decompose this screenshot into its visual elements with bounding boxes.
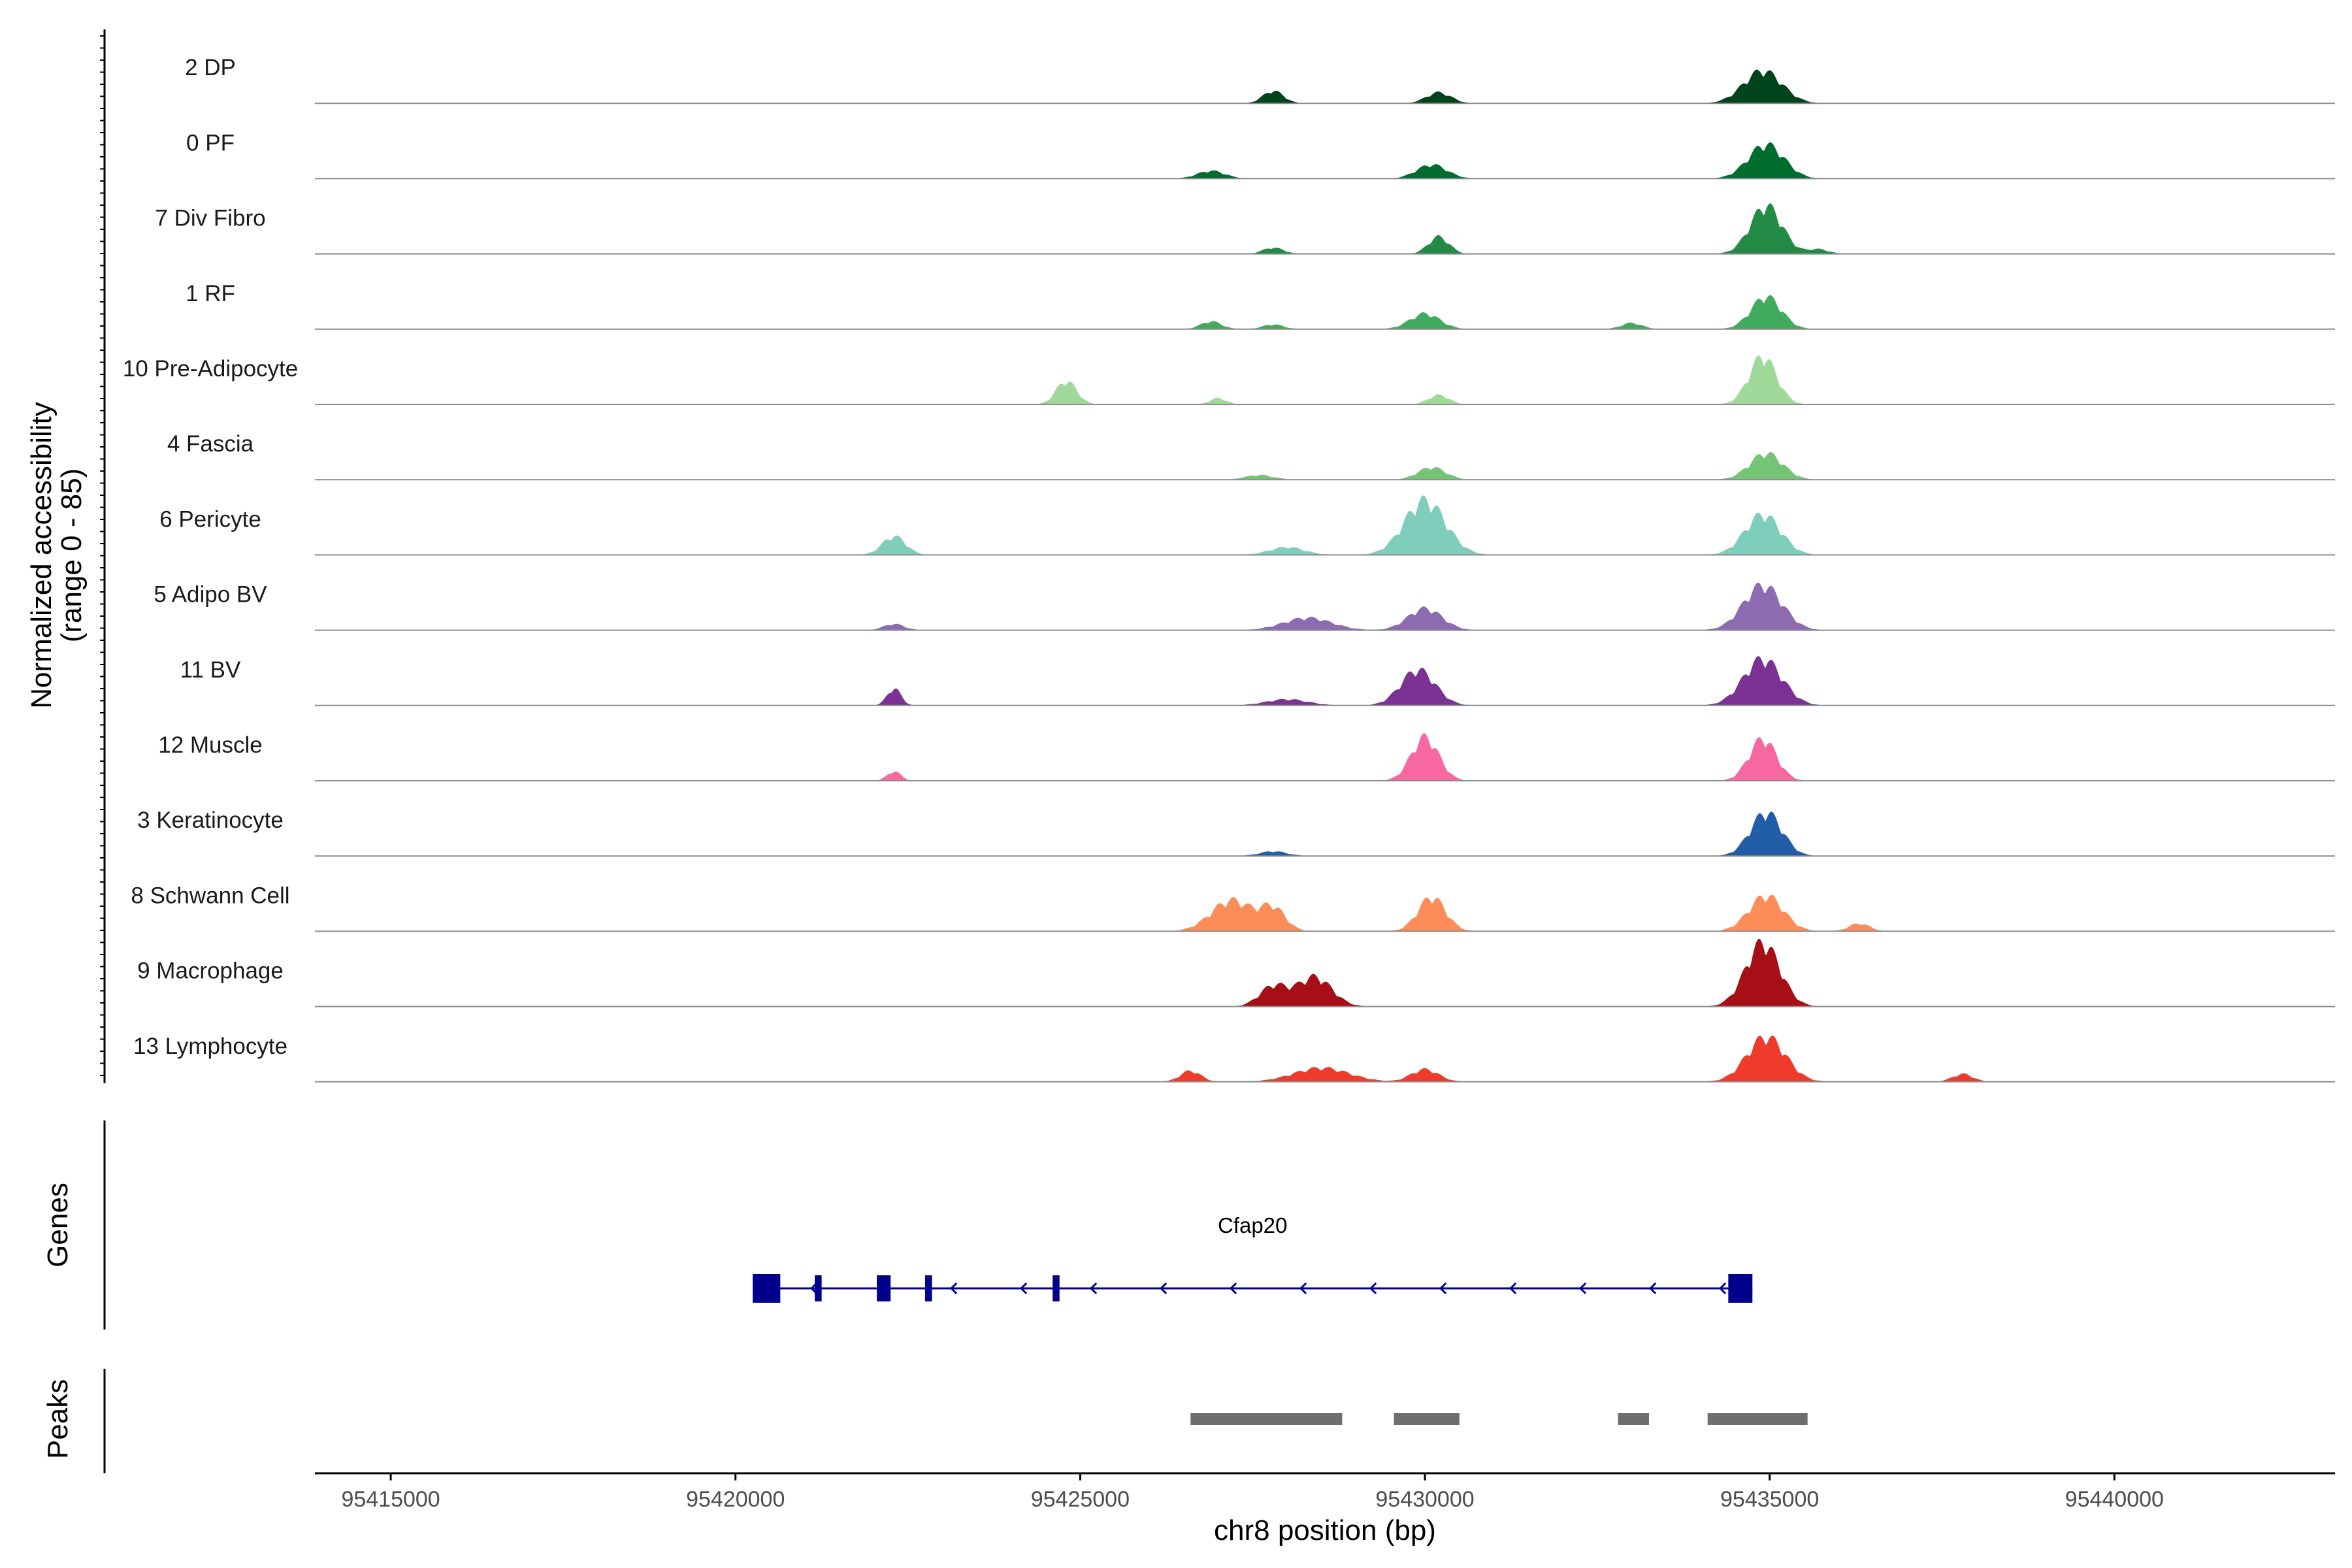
strand-arrow [1229,1282,1237,1295]
track-label: 0 PF [186,130,235,155]
genes-panel-label: Genes [42,1183,74,1267]
x-tick-label: 95430000 [1375,1487,1474,1512]
peak-region [1190,1413,1343,1425]
track: 8 Schwann Cell [131,883,2335,932]
track-label: 5 Adipo BV [154,582,267,608]
strand-arrow [1439,1282,1447,1295]
coverage-area [315,495,2335,555]
coverage-area [315,656,2335,706]
peak-region [1394,1413,1460,1425]
track-label: 1 RF [186,281,235,306]
coverage-area [315,582,2335,630]
track-label: 4 Fascia [167,431,254,457]
strand-arrow [1578,1282,1587,1295]
track-label: 13 Lymphocyte [133,1034,287,1059]
track: 5 Adipo BV [154,582,2335,631]
track: 0 PF [186,130,2335,180]
track-label: 2 DP [185,55,236,80]
x-tick-label: 95440000 [2065,1487,2164,1512]
track: 11 BV [180,656,2335,706]
x-tick-label: 95425000 [1031,1487,1130,1512]
x-axis-ticks: 95415000 95420000 95425000 95430000 95435000… [341,1473,2164,1512]
coverage-area [315,142,2335,179]
track-label: 8 Schwann Cell [131,883,289,908]
x-tick-label: 95415000 [341,1487,440,1512]
track: 6 Pericyte [159,495,2335,556]
coverage-area [315,203,2335,254]
track: 10 Pre-Adipocyte [123,355,2335,405]
x-tick-label: 95435000 [1720,1487,1819,1512]
track-label: 10 Pre-Adipocyte [123,356,298,382]
x-tick-label: 95420000 [686,1487,785,1512]
gene-exon [924,1275,932,1301]
strand-arrow [1509,1282,1517,1295]
track: 9 Macrophage [137,938,2335,1007]
coverage-area [315,1036,2335,1082]
peak-track [1190,1413,1808,1425]
track: 13 Lymphocyte [133,1034,2335,1083]
x-axis-title: chr8 position (bp) [1214,1514,1436,1546]
y-axis-title-line2: (range 0 - 85) [56,468,88,643]
gene-exon [815,1275,822,1301]
coverage-area [315,69,2335,104]
track: 1 RF [186,281,2335,330]
track-label: 7 Div Fibro [155,206,265,231]
track-label: 3 Keratinocyte [137,808,284,833]
peak-region [1707,1413,1808,1425]
coverage-area [315,295,2335,329]
gene-model: Cfap20 [753,1213,1753,1303]
coverage-area [315,733,2335,781]
track: 2 DP [185,55,2335,105]
strand-arrow [1718,1282,1727,1295]
track-label: 12 Muscle [158,732,263,758]
track-label: 6 Pericyte [159,506,261,532]
peaks-panel-label: Peaks [42,1379,74,1459]
gene-exon [753,1274,781,1303]
track-label: 11 BV [180,657,241,683]
strand-arrow [1299,1282,1307,1295]
y-axis-title-line1: Normalized accessibility [25,402,57,708]
strand-arrow [1369,1282,1377,1295]
coverage-area [315,355,2335,404]
coverage-area [315,811,2335,857]
strand-arrow [1089,1282,1098,1295]
coverage-area [315,894,2335,932]
gene-exon [1053,1275,1060,1301]
gene-exon [877,1275,891,1301]
track: 4 Fascia [167,431,2335,481]
strand-arrow [1648,1282,1657,1295]
strand-arrow [1019,1282,1028,1295]
track: 3 Keratinocyte [137,808,2335,857]
gene-exon [1728,1274,1753,1303]
track-label: 9 Macrophage [137,958,284,984]
track: 7 Div Fibro [155,203,2335,255]
strand-arrow [949,1282,958,1295]
gene-name: Cfap20 [1218,1213,1287,1237]
strand-arrow [1159,1282,1168,1295]
gene-track: Cfap20 [753,1213,1753,1303]
coverage-area [315,938,2335,1007]
track: 12 Muscle [158,732,2335,781]
coverage-area [315,452,2335,480]
peak-region [1618,1413,1649,1425]
accessibility-tracks: 2 DP 0 PF 7 Div Fibro 1 RF 10 Pre-Adipocyte 4… [123,55,2335,1083]
